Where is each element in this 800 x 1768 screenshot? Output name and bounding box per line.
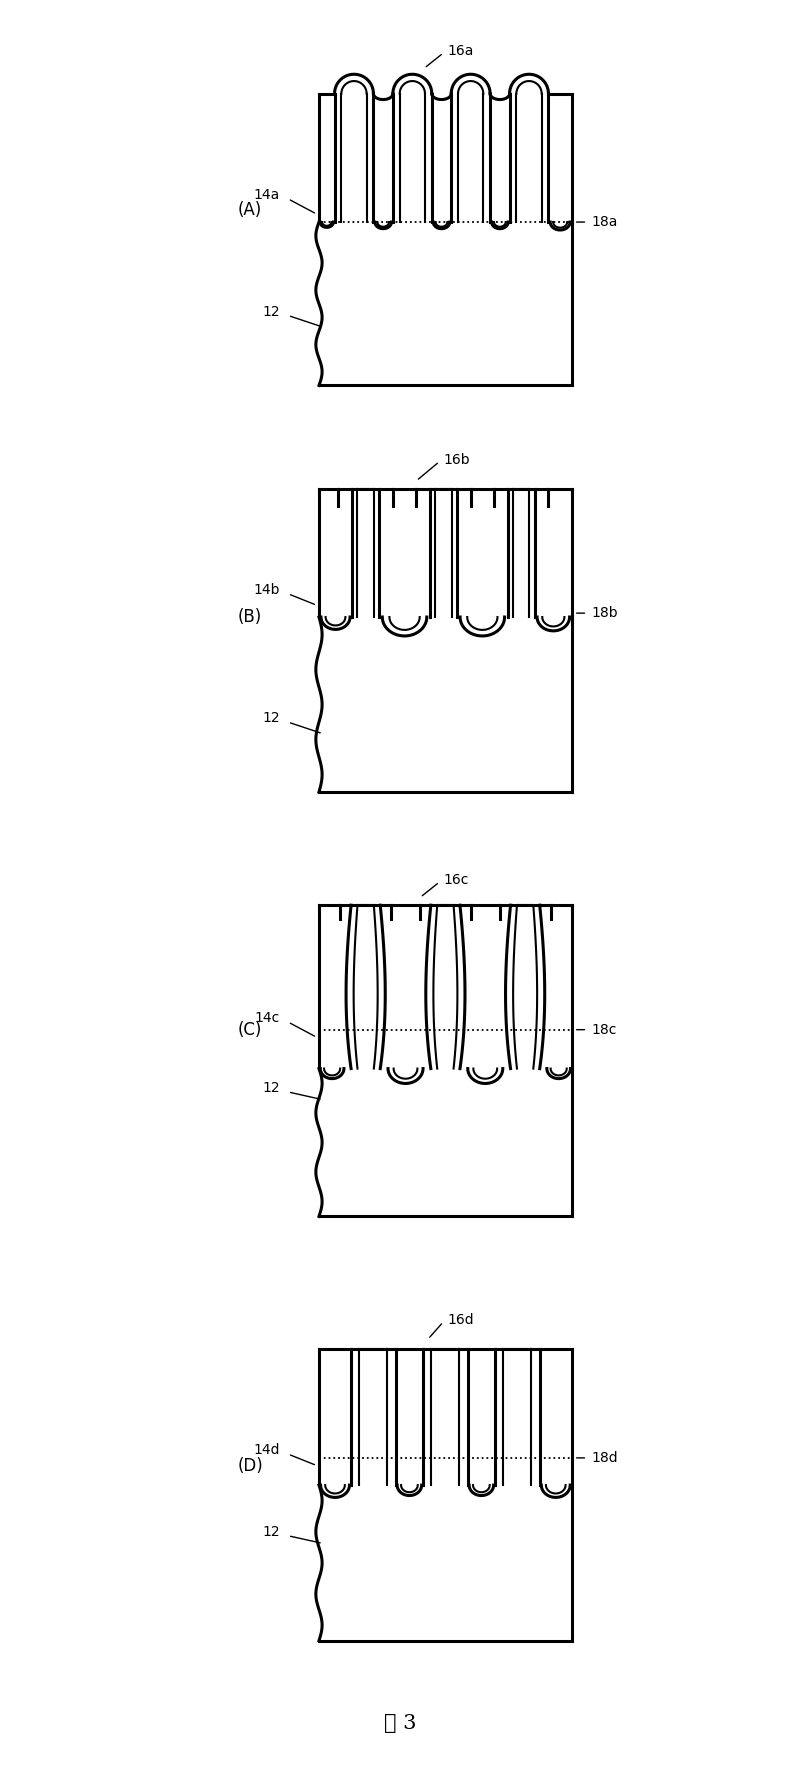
Text: 18d: 18d: [591, 1452, 618, 1466]
Text: (C): (C): [238, 1020, 262, 1038]
Text: 14c: 14c: [255, 1011, 280, 1025]
Text: 12: 12: [262, 304, 280, 318]
Text: (A): (A): [238, 202, 262, 219]
Text: 14a: 14a: [254, 187, 280, 202]
Text: 16c: 16c: [443, 873, 469, 888]
Text: (B): (B): [238, 608, 262, 626]
Text: 18c: 18c: [591, 1022, 617, 1036]
Text: 12: 12: [262, 711, 280, 725]
Text: 18a: 18a: [591, 216, 618, 230]
Text: 16b: 16b: [443, 453, 470, 467]
Text: 12: 12: [262, 1524, 280, 1538]
Text: 図 3: 図 3: [384, 1715, 416, 1733]
Text: 14b: 14b: [254, 583, 280, 598]
Text: (D): (D): [238, 1457, 263, 1475]
Text: 16d: 16d: [447, 1314, 474, 1326]
Text: 12: 12: [262, 1080, 280, 1094]
Text: 14d: 14d: [254, 1443, 280, 1457]
Text: 18b: 18b: [591, 606, 618, 621]
Text: 16a: 16a: [447, 44, 474, 58]
